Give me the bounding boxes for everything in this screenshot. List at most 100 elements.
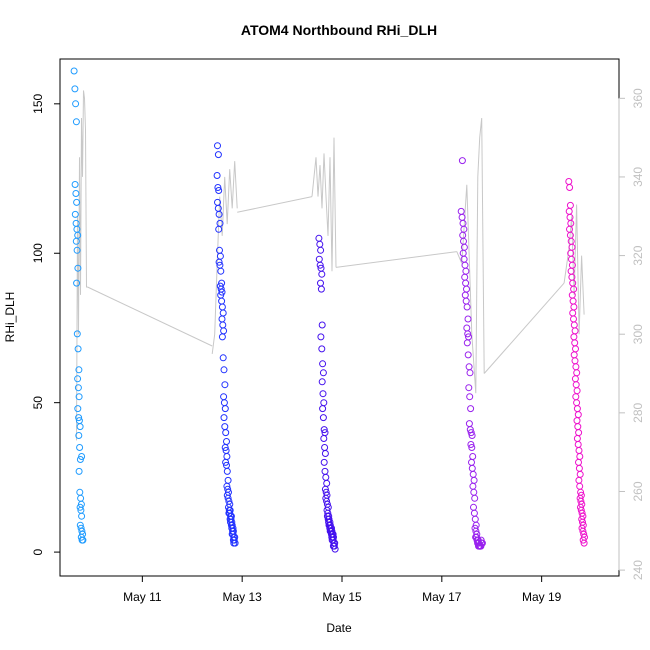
data-point bbox=[213, 172, 221, 179]
data-point bbox=[220, 366, 228, 374]
data-point bbox=[467, 429, 475, 437]
data-point bbox=[469, 470, 477, 478]
data-point bbox=[573, 435, 581, 442]
data-point bbox=[574, 423, 582, 431]
data-point bbox=[215, 258, 223, 266]
data-point bbox=[319, 390, 327, 398]
data-point bbox=[230, 536, 238, 544]
data-point bbox=[572, 393, 580, 401]
data-point bbox=[318, 378, 326, 386]
data-point bbox=[461, 273, 469, 281]
data-point bbox=[468, 458, 475, 466]
data-point bbox=[320, 458, 328, 466]
secondary-y-axis: 240 260 280 300 320 340 360 bbox=[618, 88, 645, 580]
data-point bbox=[568, 291, 576, 299]
data-point bbox=[466, 369, 474, 377]
data-point bbox=[221, 381, 229, 389]
data-point bbox=[320, 399, 328, 407]
data-point bbox=[72, 100, 80, 108]
data-point bbox=[468, 432, 476, 439]
data-point bbox=[78, 453, 86, 460]
data-point bbox=[317, 279, 324, 287]
y-axis: 0 50 100 150 bbox=[31, 93, 61, 555]
data-point bbox=[571, 357, 579, 365]
data-point bbox=[566, 184, 574, 191]
y2-tick-label: 260 bbox=[631, 481, 645, 501]
data-point bbox=[570, 351, 578, 359]
data-point bbox=[575, 429, 583, 437]
x-tick-label: May 17 bbox=[422, 590, 462, 604]
data-point bbox=[76, 444, 84, 451]
y-tick-label: 100 bbox=[31, 243, 45, 263]
data-point bbox=[220, 399, 228, 407]
data-point bbox=[214, 142, 221, 150]
data-point bbox=[216, 219, 224, 227]
data-point bbox=[317, 333, 325, 341]
data-point bbox=[573, 417, 581, 425]
data-point bbox=[461, 261, 469, 269]
data-point bbox=[219, 354, 227, 362]
data-point bbox=[570, 303, 578, 311]
data-point bbox=[218, 303, 226, 311]
data-point bbox=[331, 545, 339, 553]
data-point bbox=[470, 488, 478, 496]
data-point bbox=[78, 512, 86, 520]
data-point bbox=[315, 234, 323, 242]
data-point bbox=[580, 539, 588, 547]
data-point bbox=[75, 393, 83, 401]
data-point bbox=[224, 476, 232, 484]
data-point bbox=[221, 444, 229, 451]
data-point bbox=[317, 285, 325, 293]
data-point bbox=[471, 494, 479, 502]
y2-tick-label: 340 bbox=[631, 167, 645, 187]
data-point bbox=[575, 458, 582, 466]
data-point bbox=[573, 399, 581, 407]
data-point bbox=[470, 476, 478, 484]
data-point bbox=[572, 345, 579, 353]
data-point bbox=[459, 249, 467, 257]
data-point bbox=[218, 315, 226, 323]
line-segment bbox=[483, 282, 565, 374]
data-point bbox=[316, 261, 324, 269]
data-point bbox=[464, 330, 472, 338]
data-point bbox=[73, 198, 81, 206]
data-point bbox=[317, 246, 325, 254]
data-point bbox=[223, 453, 231, 460]
data-point bbox=[316, 240, 324, 248]
data-point bbox=[573, 387, 581, 395]
data-point bbox=[462, 267, 470, 275]
data-point bbox=[73, 330, 81, 338]
data-point bbox=[576, 482, 584, 490]
data-point bbox=[318, 270, 326, 278]
data-point bbox=[464, 351, 472, 359]
data-point bbox=[469, 482, 477, 490]
data-point bbox=[570, 315, 577, 323]
y-tick-label: 150 bbox=[31, 93, 45, 113]
plot-frame bbox=[59, 58, 620, 577]
data-point bbox=[74, 405, 82, 413]
data-point bbox=[573, 405, 581, 413]
data-point bbox=[72, 237, 80, 245]
data-point bbox=[573, 369, 581, 377]
data-point bbox=[463, 285, 470, 293]
data-point bbox=[73, 279, 81, 287]
data-point bbox=[468, 444, 476, 451]
data-point bbox=[74, 345, 82, 353]
data-point bbox=[571, 327, 579, 335]
data-point bbox=[76, 488, 84, 496]
data-point bbox=[320, 426, 328, 434]
data-point bbox=[79, 536, 87, 544]
data-point bbox=[463, 324, 471, 332]
data-point bbox=[458, 213, 466, 221]
data-point bbox=[464, 315, 472, 323]
data-point bbox=[565, 178, 573, 185]
data-point bbox=[72, 118, 80, 126]
data-point bbox=[73, 246, 81, 254]
data-point bbox=[75, 432, 83, 439]
data-point bbox=[221, 405, 229, 413]
data-point bbox=[74, 384, 82, 392]
data-point bbox=[468, 464, 476, 472]
data-point bbox=[71, 85, 79, 93]
data-point bbox=[75, 366, 83, 374]
